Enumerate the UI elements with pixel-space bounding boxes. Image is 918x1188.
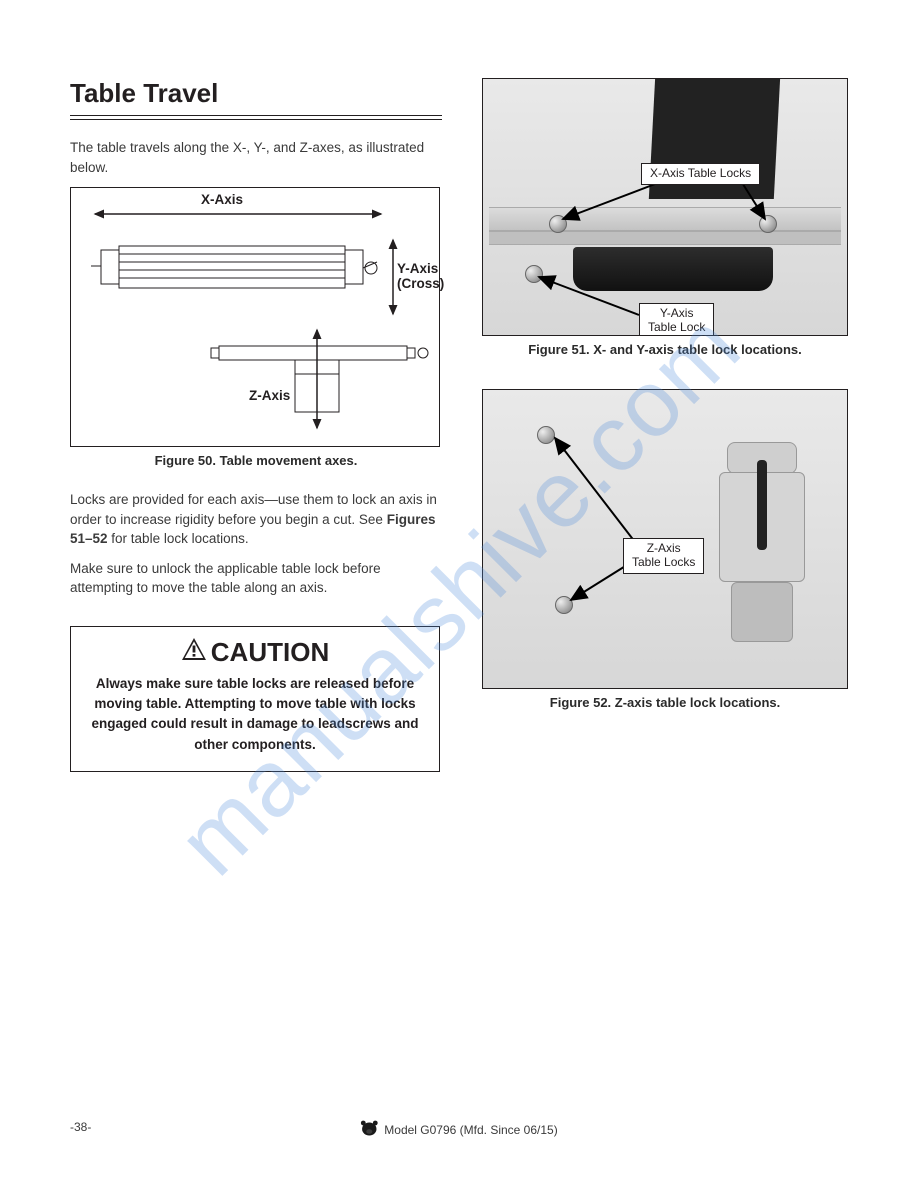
axes-diagram: X-Axis Y-Axis (Cross) Z-Axis [70, 187, 440, 447]
right-column: X-Axis Table Locks Y-Axis Table Lock Fig… [482, 78, 848, 772]
fig50-caption: Figure 50. Table movement axes. [70, 453, 442, 468]
figure-51-photo: X-Axis Table Locks Y-Axis Table Lock [482, 78, 848, 336]
caution-box: CAUTION Always make sure table locks are… [70, 626, 440, 772]
lock-lead: Locks are provided for each axis—use the… [70, 492, 437, 527]
lock-warning: Make sure to unlock the applicable table… [70, 559, 442, 598]
lock-instructions: Locks are provided for each axis—use the… [70, 490, 442, 549]
footer-model: Model G0796 (Mfd. Since 06/15) [384, 1123, 557, 1137]
z-axis-label: Z-Axis [249, 388, 290, 403]
bear-icon [360, 1120, 378, 1139]
caution-label: CAUTION [211, 637, 329, 668]
page-content: Table Travel The table travels along the… [70, 78, 848, 772]
lock-tail: for table lock locations. [108, 531, 249, 546]
intro-text: The table travels along the X-, Y-, and … [70, 138, 442, 177]
figure-52-photo: Z-Axis Table Locks [482, 389, 848, 689]
y-axis-label: Y-Axis (Cross) [397, 262, 444, 292]
y-lock-label: Y-Axis Table Lock [639, 303, 714, 336]
fig52-caption: Figure 52. Z-axis table lock locations. [482, 695, 848, 710]
caution-header: CAUTION [87, 637, 423, 668]
z-lock-label: Z-Axis Table Locks [623, 538, 704, 574]
diagram-svg [71, 188, 441, 448]
page-number: -38- [70, 1120, 91, 1134]
caution-body: Always make sure table locks are release… [87, 674, 423, 755]
x-axis-label: X-Axis [201, 192, 243, 207]
title-rule [70, 115, 442, 120]
fig51-caption: Figure 51. X- and Y-axis table lock loca… [482, 342, 848, 357]
left-column: Table Travel The table travels along the… [70, 78, 442, 772]
warning-triangle-icon [181, 637, 207, 668]
x-lock-label: X-Axis Table Locks [641, 163, 760, 185]
section-title: Table Travel [70, 78, 442, 109]
